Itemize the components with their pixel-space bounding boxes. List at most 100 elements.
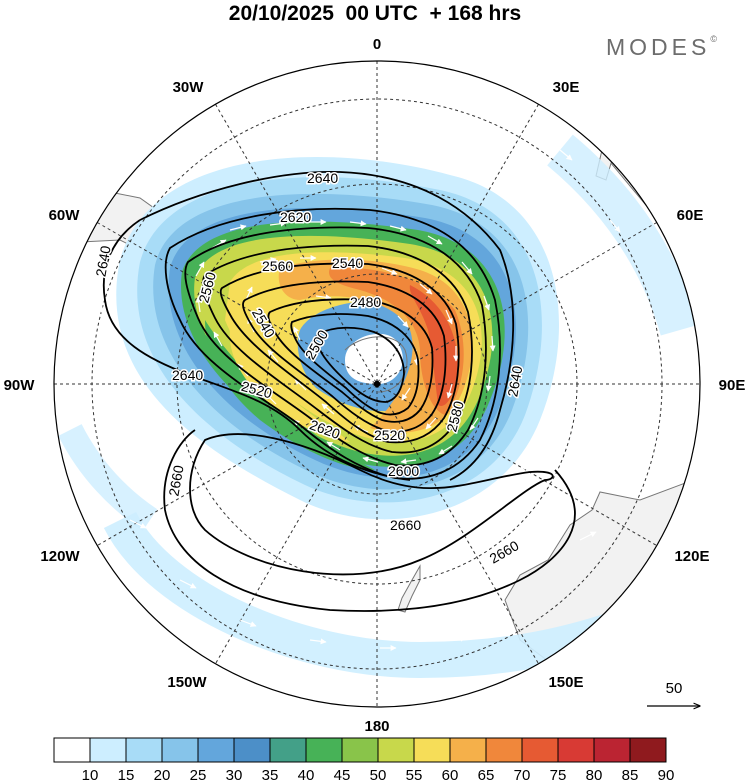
wind-vector <box>349 220 367 227</box>
colorbar-tick-label: 50 <box>370 767 387 782</box>
colorbar-swatch <box>305 737 343 763</box>
lon-label-90w: 90W <box>4 377 36 394</box>
wind-vector <box>469 417 479 431</box>
wind-vectors <box>99 149 646 651</box>
graticule <box>54 61 700 707</box>
reference-vector-label: 50 <box>666 680 683 697</box>
colorbar-tick-label: 20 <box>154 767 171 782</box>
wind-vector <box>239 619 257 627</box>
colorbar-tick-label: 25 <box>190 767 207 782</box>
wind-vector <box>446 383 453 399</box>
contour-label: 2620 <box>280 209 311 225</box>
colorbar-tick-label: 70 <box>514 767 531 782</box>
wind-band-40-west <box>205 320 375 470</box>
contour-label: 2600 <box>388 463 419 479</box>
contour-label: 2520 <box>374 427 405 443</box>
contour-label: 2560 <box>262 258 293 274</box>
contour-2480 <box>314 326 405 403</box>
contour-2520 <box>267 298 434 423</box>
colorbar-swatch <box>593 737 631 763</box>
colorbar-swatch <box>377 737 415 763</box>
wind-vector <box>245 286 253 301</box>
wind-vector <box>639 299 646 316</box>
wind-vector <box>519 553 537 561</box>
wind-vector <box>438 445 453 455</box>
wind-vector <box>425 417 437 430</box>
new-zealand-land <box>397 564 421 613</box>
wind-vector <box>267 349 279 363</box>
wind-band-75 <box>409 285 458 406</box>
lon-label-60w: 60W <box>49 207 81 224</box>
lon-label-60e: 60E <box>677 207 704 224</box>
colorbar-tick-label: 40 <box>298 767 315 782</box>
wind-vector <box>129 519 147 529</box>
wind-vector <box>461 261 473 275</box>
wind-vector <box>293 326 301 341</box>
wind-vector <box>391 433 407 440</box>
colorbar-tick-label: 45 <box>334 767 351 782</box>
antarctica-coast-hint <box>344 336 408 393</box>
contour-2640-west <box>102 219 411 481</box>
colorbar-swatch <box>449 737 487 763</box>
contour-label: 2540 <box>332 255 363 271</box>
copyright-mark: © <box>710 34 717 44</box>
colorbar-swatch <box>485 737 523 763</box>
colorbar-tick-label: 85 <box>622 767 639 782</box>
colorbar-tick-label: 15 <box>118 767 135 782</box>
colorbar-swatch <box>233 737 271 763</box>
lon-label-180: 180 <box>364 718 389 735</box>
contour-2580 <box>202 244 473 454</box>
lon-label-0: 0 <box>373 36 381 53</box>
colorbar-swatch <box>89 737 127 763</box>
wind-vector <box>109 399 121 413</box>
wind-vector <box>559 149 573 161</box>
wind-vector <box>195 261 205 277</box>
wind-vector <box>229 224 247 231</box>
wind-vector <box>309 638 327 645</box>
wind-vector <box>359 299 375 307</box>
wind-vector <box>449 635 467 642</box>
longitude-labels: 0 30E 60E 90E 120E 150E 180 150W 120W 90… <box>4 36 746 735</box>
lon-label-90e: 90E <box>719 377 746 394</box>
wind-vector <box>483 295 491 311</box>
wind-vector <box>149 459 167 467</box>
reference-vector: 50 <box>647 680 700 706</box>
contour-2600 <box>184 226 487 467</box>
wind-vector <box>445 309 453 325</box>
wind-vector <box>99 299 106 316</box>
map-title: 20/10/2025 00 UTC + 168 hrs <box>228 2 522 25</box>
colorbar-tick-label: 90 <box>658 767 675 782</box>
wind-band-55-west <box>229 330 350 442</box>
wind-vector <box>213 331 223 347</box>
wind-vector <box>419 283 433 295</box>
wind-band-20-outer-west <box>58 424 158 531</box>
contour-label: 2640 <box>307 170 338 186</box>
lon-label-150e: 150E <box>548 674 583 691</box>
wind-vector <box>401 387 411 401</box>
lon-label-30w: 30W <box>173 79 205 96</box>
wind-vector <box>339 538 357 545</box>
wind-vector <box>429 535 447 542</box>
wind-vector <box>259 519 277 526</box>
wind-vector <box>400 458 417 465</box>
colorbar-swatch <box>125 737 163 763</box>
lon-label-30e: 30E <box>553 79 580 96</box>
map-disk <box>54 61 700 707</box>
contour-2500 <box>290 313 420 416</box>
wind-vector <box>315 294 332 301</box>
wind-vector <box>389 225 407 232</box>
colorbar-swatch <box>341 737 379 763</box>
colorbar-swatch <box>269 737 307 763</box>
wind-vector <box>609 219 621 233</box>
colorbar-tick-label: 30 <box>226 767 243 782</box>
contour-2620 <box>164 207 501 480</box>
contour-label: 2640 <box>172 367 203 383</box>
colorbar-tick-label: 55 <box>406 767 423 782</box>
map-boundary <box>53 60 701 708</box>
wind-band-20-outer-east <box>547 134 700 336</box>
contour-label: 2660 <box>390 517 421 533</box>
colorbar-swatch <box>53 737 91 763</box>
lon-label-120e: 120E <box>674 548 709 565</box>
colorbar-swatch <box>197 737 235 763</box>
